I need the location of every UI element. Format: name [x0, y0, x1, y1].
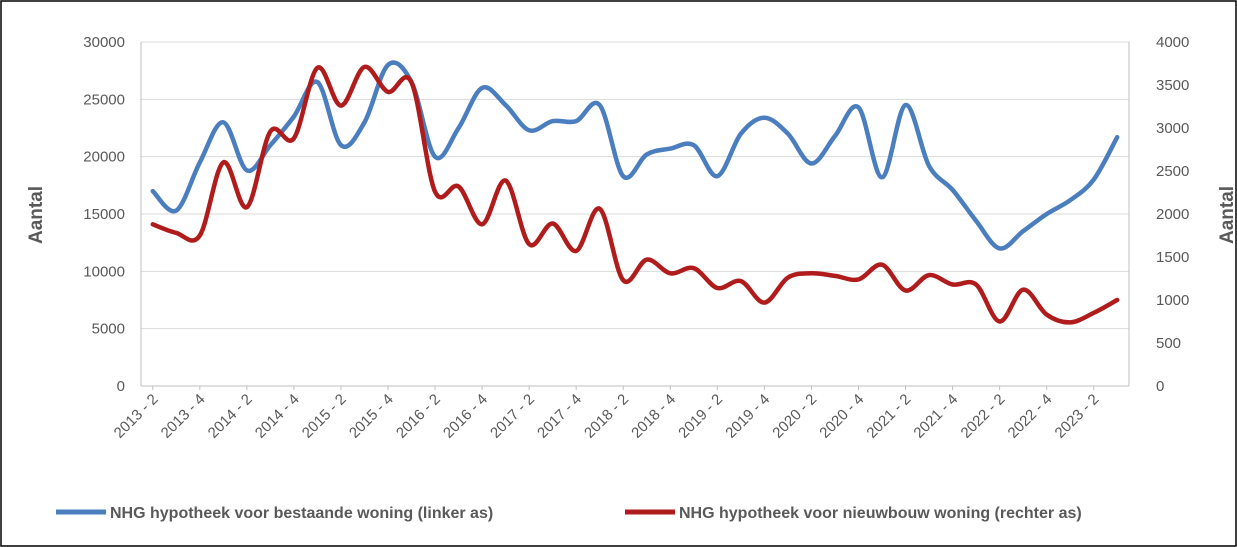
- y-right-tick-label: 3500: [1156, 77, 1189, 94]
- y-right-tick-label: 2500: [1156, 163, 1189, 180]
- y-right-axis-title: Aantal: [1217, 186, 1237, 244]
- y-right-tick-label: 1000: [1156, 292, 1189, 309]
- y-right-tick-label: 0: [1156, 378, 1164, 395]
- series-line-bestaande: [150, 60, 1120, 251]
- y-left-tick-label: 15000: [83, 206, 125, 223]
- y-left-tick-label: 25000: [83, 91, 125, 108]
- y-right-tick-label: 1500: [1156, 249, 1189, 266]
- y-right-tick-label: 3000: [1156, 120, 1189, 137]
- y-right-tick-label: 500: [1156, 335, 1181, 352]
- y-left-tick-label: 10000: [83, 263, 125, 280]
- y-right-tick-label: 2000: [1156, 206, 1189, 223]
- series-line-nieuwbouw: [150, 64, 1120, 325]
- y-left-axis-title: Aantal: [26, 186, 47, 244]
- y-left-tick-label: 0: [117, 378, 125, 395]
- legend-label-nieuwbouw: NHG hypotheek voor nieuwbouw woning (rec…: [679, 505, 1082, 522]
- y-left-tick-label: 30000: [83, 34, 125, 51]
- legend-label-bestaande: NHG hypotheek voor bestaande woning (lin…: [110, 505, 493, 522]
- y-left-tick-label: 20000: [83, 149, 125, 166]
- series-lines: [150, 60, 1120, 325]
- y-left-tick-label: 5000: [92, 321, 125, 338]
- y-right-tick-label: 4000: [1156, 34, 1189, 51]
- legend: NHG hypotheek voor bestaande woning (lin…: [56, 505, 1082, 522]
